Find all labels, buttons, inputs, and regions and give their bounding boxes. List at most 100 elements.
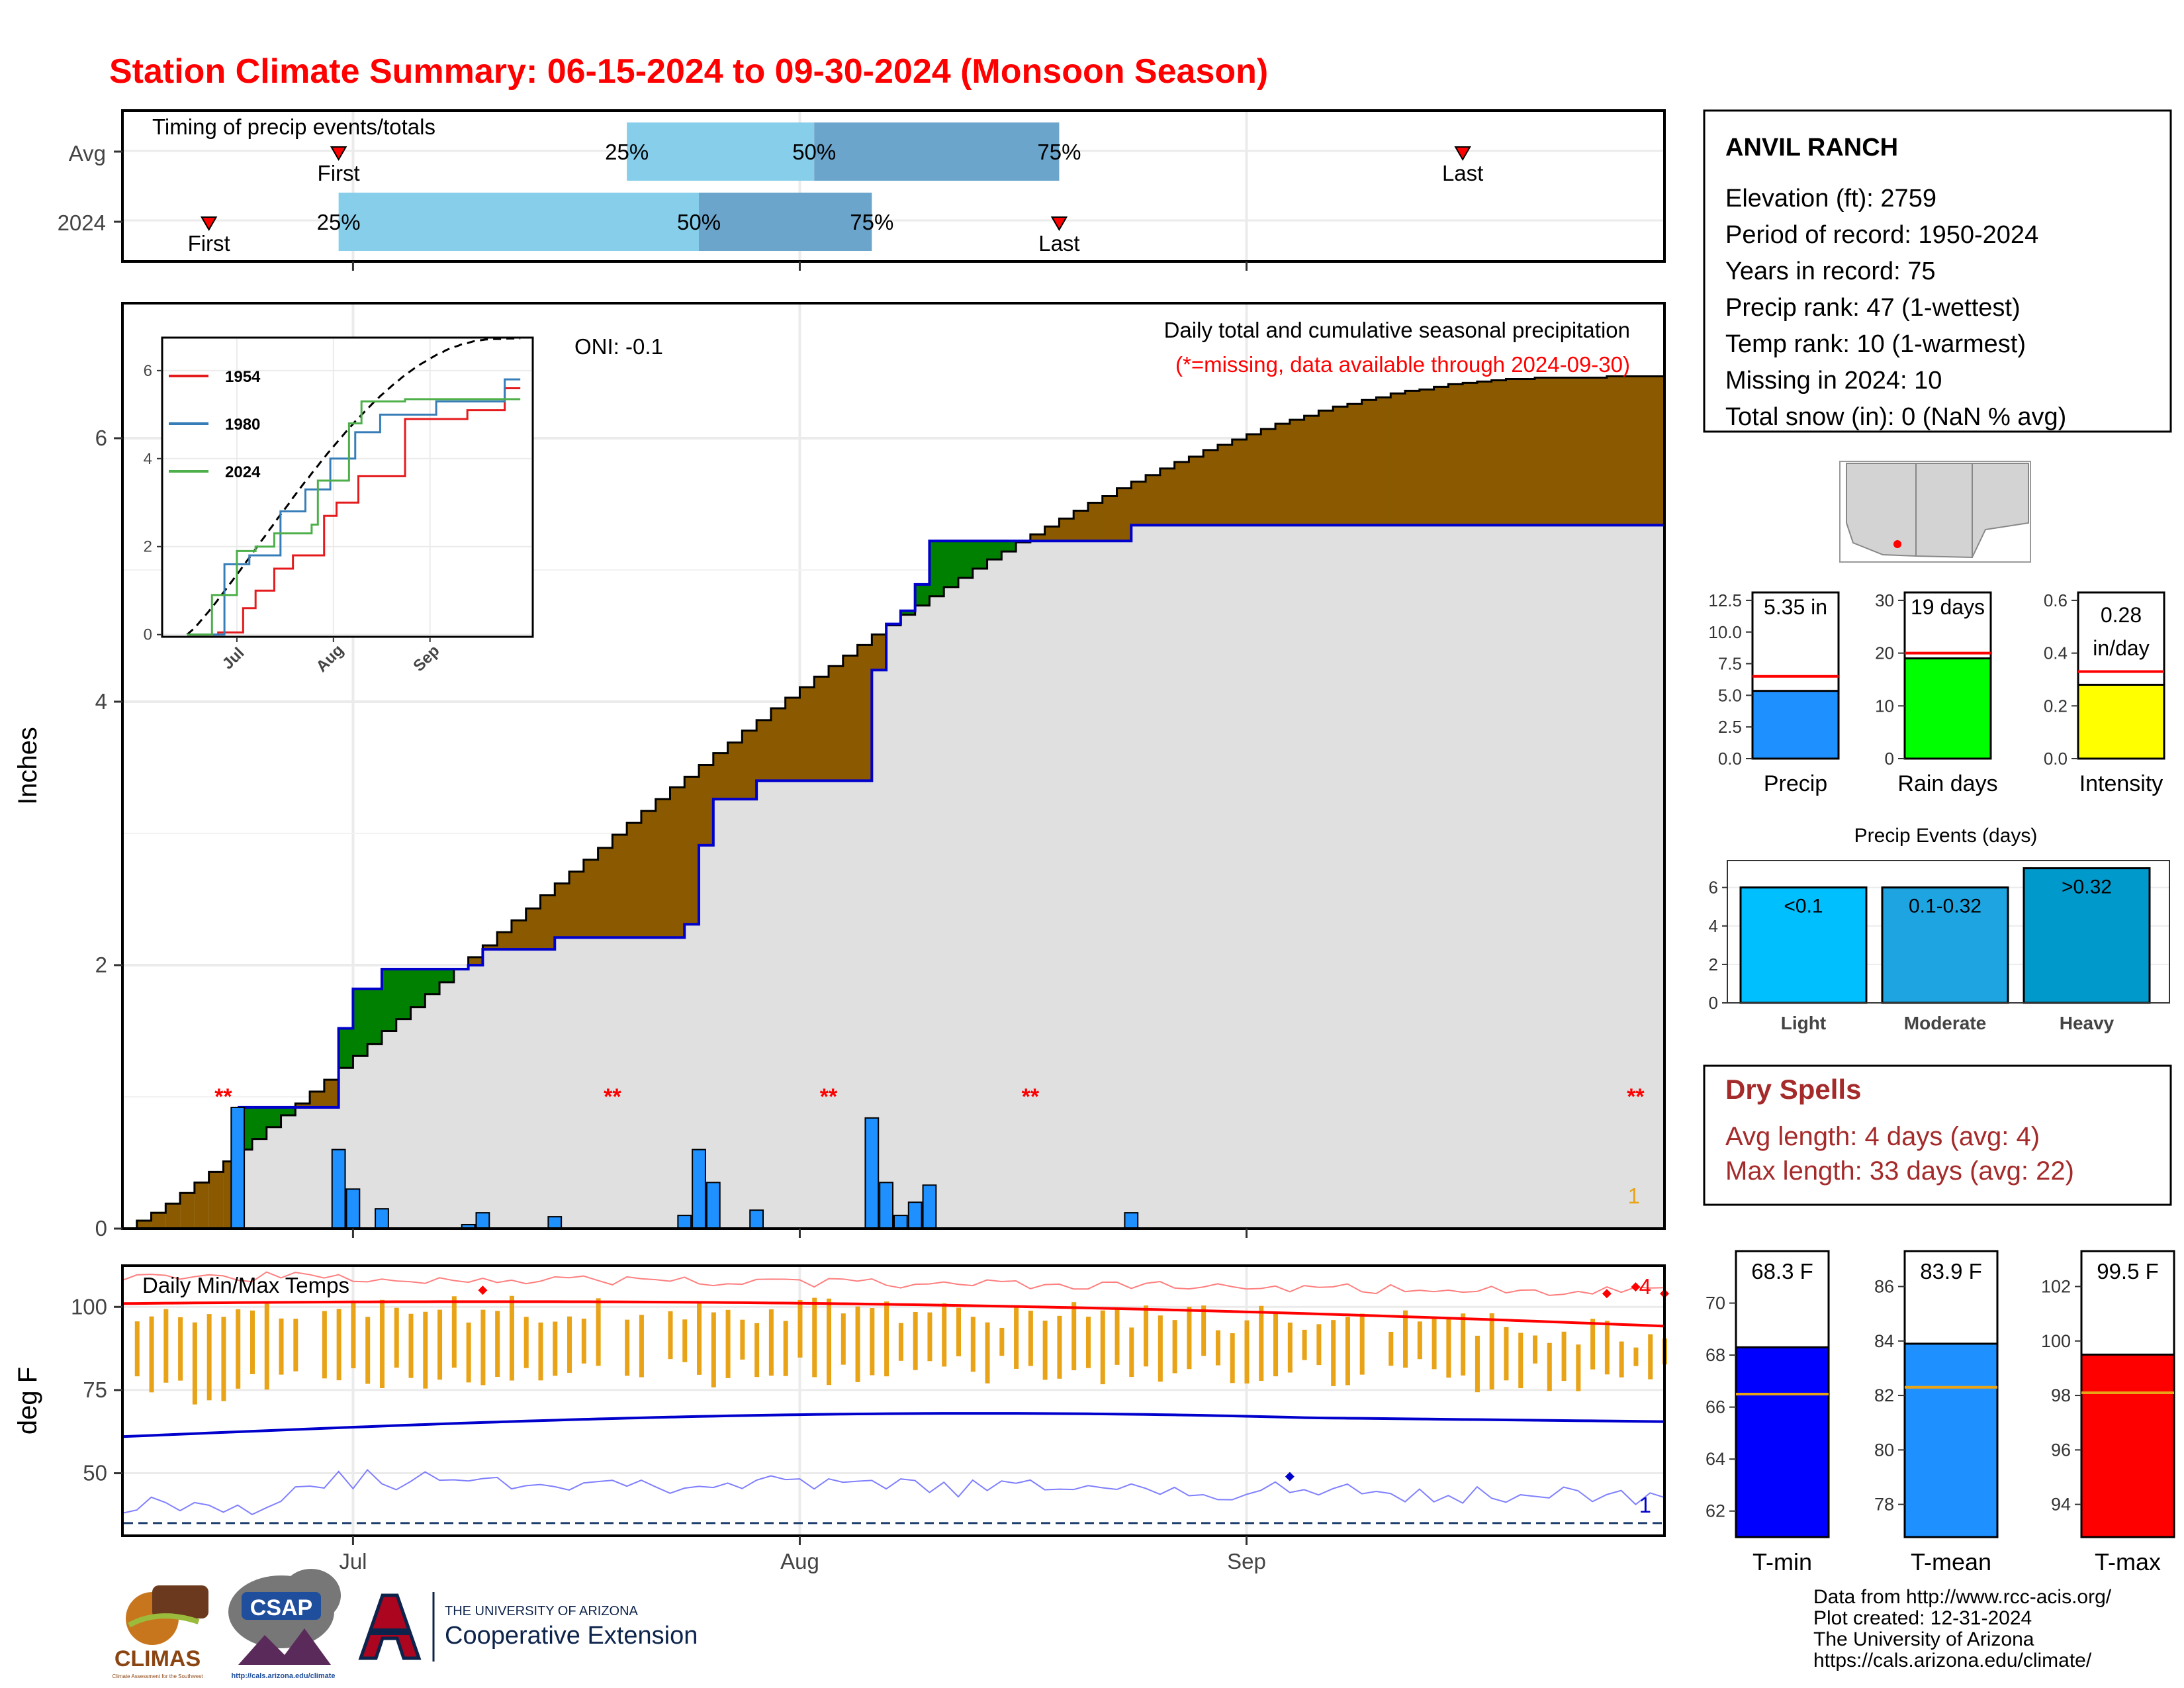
temp-daily-range-bar — [1432, 1317, 1437, 1370]
csap-logo-url: http://cals.arizona.edu/climate — [231, 1672, 335, 1680]
temp-daily-range-bar — [1028, 1311, 1033, 1366]
precip-deficit-segment — [1448, 384, 1463, 526]
tgauge-tick-label: 100 — [2041, 1331, 2071, 1351]
precip-daily-bar — [345, 1188, 361, 1230]
precip-2024-cumulative-line — [238, 524, 1664, 1109]
inset-series-1954 — [187, 387, 521, 636]
tgauge-tick-label: 84 — [1874, 1331, 1894, 1351]
precip-deficit-segment — [627, 823, 642, 938]
climas-logo-hat — [152, 1585, 208, 1618]
tgauge-tick-label: 82 — [1874, 1385, 1894, 1405]
inset-y-tick-label: 4 — [144, 450, 152, 468]
record-low-marker — [1285, 1472, 1295, 1481]
csap-logo: CSAP http://cals.arizona.edu/climate — [228, 1569, 341, 1680]
precip-deficit-segment — [165, 1203, 181, 1229]
precip-daily-bar — [907, 1201, 923, 1229]
precip-deficit-segment — [540, 895, 555, 950]
precip-deficit-segment — [612, 834, 627, 938]
tgauge-bar-T-max — [2080, 1353, 2175, 1538]
precip-deficit-segment — [1333, 406, 1348, 526]
precip-deficit-segment — [598, 847, 613, 938]
temp-daily-range-bar — [985, 1322, 990, 1383]
gauge-tick-label: 12.5 — [1708, 590, 1742, 610]
precip-deficit-segment — [1217, 444, 1233, 526]
precip-events-bars: <0.1 Light 0.1-0.32 Moderate >0.32 Heavy 0 2 4 6 — [1709, 860, 2170, 1033]
precip-y-label: Inches — [13, 727, 42, 805]
temp-daily-range-bar — [711, 1312, 716, 1387]
temp-avg-min-line — [122, 1412, 1665, 1438]
events-y-tick-label: 4 — [1709, 916, 1718, 936]
temp-avg-max-line — [122, 1300, 1665, 1328]
tgauge-label-T-max: T-max — [2095, 1548, 2161, 1575]
events-bar-label: >0.32 — [2062, 876, 2112, 898]
gauge-tick-label: 10.0 — [1708, 622, 1742, 642]
tgauge-tick-label: 86 — [1874, 1276, 1894, 1296]
temp-daily-range-bar — [250, 1310, 255, 1374]
missing-data-marker: ** — [1022, 1084, 1040, 1109]
inset-legend-label: 1980 — [225, 416, 260, 434]
tgauge-tick-label: 102 — [2041, 1276, 2071, 1296]
temp-daily-range-bar — [1215, 1330, 1220, 1366]
record-low-count: 1 — [1639, 1493, 1651, 1517]
precip-deficit-segment — [857, 645, 872, 781]
station-details: Elevation (ft): 2759 Period of record: 19… — [1725, 185, 2066, 431]
events-category-label: Heavy — [2060, 1013, 2115, 1033]
timing-label-50-avg: 50% — [792, 140, 836, 164]
temp-y-tick-label: 75 — [83, 1378, 107, 1402]
inset-frame — [161, 336, 534, 638]
ua-logo-bar — [369, 1628, 410, 1635]
precip-deficit-segment — [641, 811, 657, 938]
precip-daily-bar — [692, 1149, 706, 1229]
tgauge-tick-label: 80 — [1874, 1440, 1894, 1460]
gauge-label-Rain days: Rain days — [1897, 771, 1997, 796]
temp-daily-range-bar — [379, 1299, 385, 1388]
events-y-tick-label: 6 — [1709, 878, 1718, 898]
dry-spells-title: Dry Spells — [1725, 1074, 1861, 1105]
temp-daily-range-bar — [1604, 1321, 1610, 1375]
temp-daily-range-bar — [279, 1318, 284, 1375]
precip-deficit-segment — [1030, 534, 1046, 541]
precip-deficit-segment — [799, 687, 815, 781]
station-info-frame — [1703, 109, 2172, 433]
dry-spells-frame — [1703, 1064, 2172, 1206]
precip-climatology-area — [122, 376, 1664, 1229]
station-detail-line: Total snow (in): 0 (NaN % avg) — [1725, 403, 2066, 431]
temp-daily-range-bar — [408, 1313, 414, 1378]
precip-deficit-segment — [713, 753, 729, 800]
temp-daily-range-bar — [538, 1322, 543, 1381]
timing-bar-50-75-2024 — [699, 193, 872, 251]
temp-daily-range-bar — [236, 1309, 241, 1389]
precip-deficit-segment — [1477, 381, 1492, 526]
temp-daily-range-bar — [1100, 1310, 1105, 1385]
precip-deficit-segment — [1073, 510, 1089, 541]
gauge-label-Precip: Precip — [1764, 771, 1827, 796]
temp-daily-range-bar — [1042, 1321, 1048, 1380]
temp-daily-range-bar — [1331, 1320, 1336, 1386]
events-bar-Light — [1739, 886, 1868, 1004]
footer: Data from http://www.rcc-acis.org/Plot c… — [113, 1569, 2112, 1680]
temp-daily-range-bar — [1648, 1334, 1653, 1380]
temp-daily-range-bar — [1619, 1341, 1624, 1378]
precip-deficit-segment — [1189, 456, 1204, 526]
temp-daily-range-bar — [884, 1301, 889, 1377]
gauge-value-unit-Intensity: in/day — [2093, 636, 2149, 660]
tgauge-bar-T-mean — [1903, 1342, 1999, 1538]
precip-deficit-segment — [295, 1103, 310, 1107]
gauge-tick-label: 0 — [1885, 749, 1894, 769]
precip-panel-frame — [121, 302, 1666, 1230]
precip-deficit-segment — [1246, 434, 1261, 526]
temp-daily-range-bar — [1085, 1317, 1091, 1368]
precip-avg-cumulative-line — [122, 375, 1664, 1230]
timing-marker-first-2024 — [200, 216, 218, 231]
record-high-marker — [478, 1286, 488, 1295]
precip-deficit-segment — [1463, 383, 1478, 526]
temp-daily-range-bar — [1115, 1309, 1120, 1365]
ua-logo-a — [358, 1593, 422, 1660]
missing-data-marker: ** — [214, 1084, 232, 1109]
precip-daily-bar — [475, 1212, 490, 1229]
temp-y-axis: 50 75 100 — [71, 1294, 122, 1485]
precip-deficit-segment — [1520, 379, 1535, 526]
